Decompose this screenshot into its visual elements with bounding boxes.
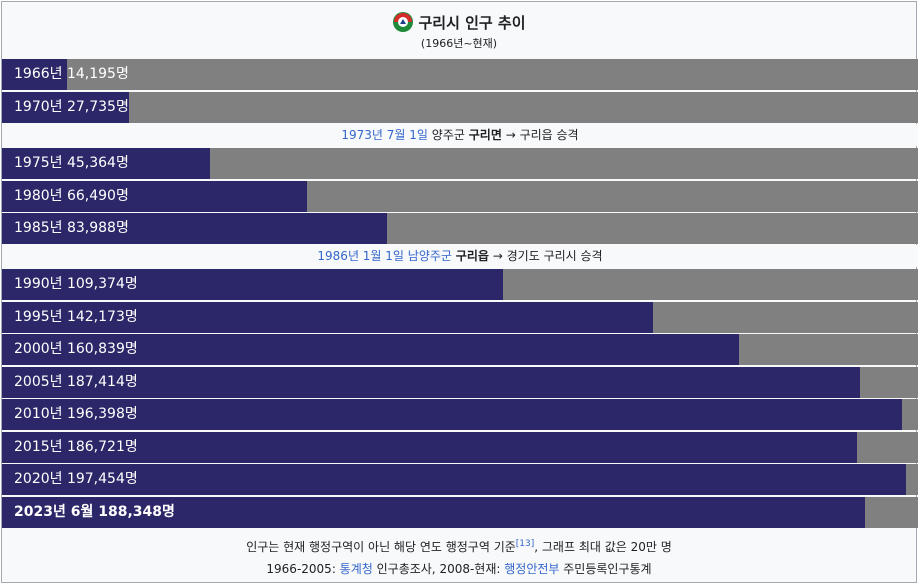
bar-fill bbox=[2, 432, 857, 463]
bar-row: 1966년 14,195명 bbox=[2, 59, 918, 90]
bar-fill bbox=[2, 148, 210, 179]
bar-row: 1980년 66,490명 bbox=[2, 181, 918, 212]
note-text-b: 구리면 bbox=[468, 128, 502, 142]
bar-label: 1985년 83,988명 bbox=[14, 220, 129, 236]
bar-label: 2015년 186,721명 bbox=[14, 439, 138, 455]
bar-row: 1985년 83,988명 bbox=[2, 213, 918, 244]
bar-fill bbox=[2, 302, 653, 333]
bar-fill bbox=[2, 334, 739, 365]
bar-row: 1995년 142,173명 bbox=[2, 302, 918, 333]
bar-row: 1970년 27,735명 bbox=[2, 92, 918, 123]
bar-row: 2020년 197,454명 bbox=[2, 464, 918, 495]
bar-fill bbox=[2, 213, 387, 244]
bar-row: 2023년 6월 188,348명 bbox=[2, 497, 918, 528]
chart-subtitle: (1966년~현재) bbox=[420, 37, 498, 50]
footer-line-2-c: 주민등록인구통계 bbox=[559, 562, 652, 576]
bar-row: 1990년 109,374명 bbox=[2, 269, 918, 300]
bar-label: 2020년 197,454명 bbox=[14, 471, 138, 487]
footer-reference-link[interactable]: [13] bbox=[515, 539, 535, 549]
chart-title-text: 구리시 인구 추이 bbox=[418, 14, 526, 32]
bar-row: 2000년 160,839명 bbox=[2, 334, 918, 365]
chart-header: 구리시 인구 추이 (1966년~현재) bbox=[2, 2, 916, 58]
note-text-a-link[interactable]: 남양주군 bbox=[407, 249, 452, 263]
bar-label: 1990년 109,374명 bbox=[14, 276, 138, 292]
bar-label: 2023년 6월 188,348명 bbox=[14, 504, 175, 520]
bar-fill bbox=[2, 181, 307, 212]
note-text-c: 경기도 구리시 승격 bbox=[506, 249, 603, 263]
footer-line-1-tail: , 그래프 최대 값은 20만 명 bbox=[534, 540, 672, 554]
bar-fill bbox=[2, 269, 503, 300]
bar-row: 1975년 45,364명 bbox=[2, 148, 918, 179]
footer-line-1-text: 인구는 현재 행정구역이 아닌 해당 연도 행정구역 기준 bbox=[246, 540, 516, 554]
note-date-link[interactable]: 1973년 7월 1일 bbox=[341, 128, 428, 142]
chart-title: 구리시 인구 추이 bbox=[2, 11, 916, 33]
bar-fill bbox=[2, 497, 865, 528]
note-row-1973: 1973년 7월 1일 양주군 구리면 → 구리읍 승격 bbox=[2, 124, 918, 146]
footer-line-2-a: 1966-2005: bbox=[266, 562, 340, 576]
bar-row: 2010년 196,398명 bbox=[2, 399, 918, 430]
chart-footer: 인구는 현재 행정구역이 아닌 해당 연도 행정구역 기준[13], 그래프 최… bbox=[2, 530, 916, 582]
bar-fill bbox=[2, 399, 902, 430]
bar-label: 2005년 187,414명 bbox=[14, 374, 138, 390]
footer-line-2: 1966-2005: 통계청 인구총조사, 2008-현재: 행정안전부 주민등… bbox=[2, 560, 916, 577]
bar-row: 2005년 187,414명 bbox=[2, 367, 918, 398]
bar-label: 2010년 196,398명 bbox=[14, 406, 138, 422]
footer-line-2-b: 인구총조사, 2008-현재: bbox=[372, 562, 505, 576]
footer-line-1: 인구는 현재 행정구역이 아닌 해당 연도 행정구역 기준[13], 그래프 최… bbox=[2, 538, 916, 555]
bar-label: 1995년 142,173명 bbox=[14, 309, 138, 325]
note-text-a: 양주군 bbox=[431, 128, 465, 142]
bar-label: 1970년 27,735명 bbox=[14, 99, 129, 115]
note-date-link[interactable]: 1986년 1월 1일 bbox=[317, 249, 404, 263]
gurisi-emblem-icon bbox=[393, 12, 414, 32]
bar-label: 1975년 45,364명 bbox=[14, 155, 129, 171]
bar-fill bbox=[2, 59, 67, 90]
bar-row: 2015년 186,721명 bbox=[2, 432, 918, 463]
note-text-c: 구리읍 승격 bbox=[519, 128, 579, 142]
footer-link-mois[interactable]: 행정안전부 bbox=[504, 562, 560, 576]
footer-link-statistics-korea[interactable]: 통계청 bbox=[339, 562, 373, 576]
bar-label: 1966년 14,195명 bbox=[14, 66, 129, 82]
bar-fill bbox=[2, 464, 906, 495]
note-arrow: → bbox=[492, 249, 503, 263]
note-arrow: → bbox=[505, 128, 516, 142]
bar-label: 2000년 160,839명 bbox=[14, 341, 138, 357]
note-text-b: 구리읍 bbox=[455, 249, 489, 263]
note-row-1986: 1986년 1월 1일 남양주군 구리읍 → 경기도 구리시 승격 bbox=[2, 245, 918, 267]
bar-label: 1980년 66,490명 bbox=[14, 188, 129, 204]
bar-fill bbox=[2, 367, 860, 398]
bar-fill bbox=[2, 92, 129, 123]
